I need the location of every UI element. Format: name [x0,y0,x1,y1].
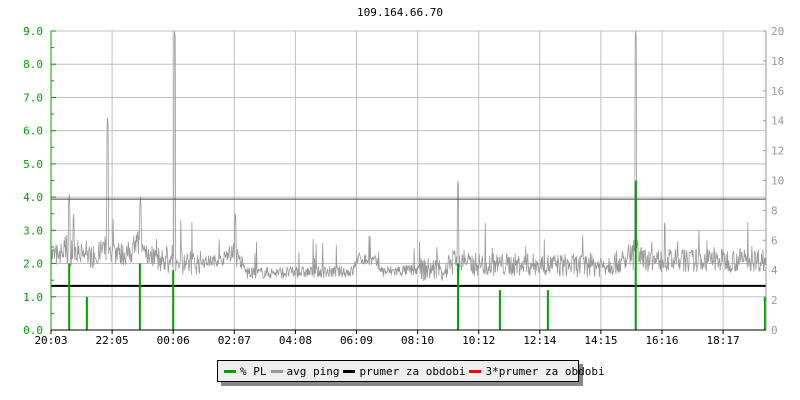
y-left-tick-label: 4.0 [23,191,43,204]
y-right-tick-label: 6 [771,234,778,247]
y-right-tick-label: 20 [771,25,784,38]
y-right-tick-label: 2 [771,294,778,307]
chart-title: 109.164.66.70 [356,6,444,19]
x-tick-label: 04:08 [279,334,312,347]
y-right-tick-label: 0 [771,324,778,337]
y-right-tick-label: 14 [771,115,785,128]
legend-label: % PL [240,364,267,378]
y-left-tick-label: 8.0 [23,58,43,71]
x-tick-label: 22:05 [96,334,129,347]
x-tick-label: 02:07 [218,334,251,347]
x-tick-label: 20:03 [34,334,67,347]
y-right-tick-label: 10 [771,175,784,188]
y-left-tick-label: 0.0 [23,324,43,337]
legend-swatch [343,369,356,373]
x-tick-label: 18:17 [707,334,740,347]
legend-swatch [469,369,482,373]
y-right-tick-label: 4 [771,264,778,277]
x-tick-label: 14:15 [584,334,617,347]
y-left-tick-label: 9.0 [23,25,43,38]
legend-item-avg: prumer za obdobi [341,365,465,378]
x-tick-label: 16:16 [645,334,678,347]
legend-swatch [224,369,236,373]
x-tick-label: 10:12 [462,334,495,347]
x-tick-label: 00:06 [157,334,190,347]
y-left-tick-label: 7.0 [23,91,43,104]
y-left-tick-label: 6.0 [23,125,43,138]
y-left-tick-label: 1.0 [23,291,43,304]
legend-item-ping: avg ping [269,364,340,378]
legend-item-pl: % PL [222,365,267,378]
y-right-tick-label: 8 [771,204,778,217]
x-tick-label: 08:10 [401,334,434,347]
legend-swatch [270,369,283,373]
legend: % PL avg ping prumer za obdobi 3*prumer … [217,360,605,382]
x-tick-label: 06:09 [340,334,373,347]
legend-label: avg ping [286,364,340,378]
y-right-tick-label: 16 [771,85,784,98]
y-left-tick-label: 2.0 [23,258,43,271]
legend-label: prumer za obdobi [359,364,466,378]
y-right-tick-label: 12 [771,145,784,158]
y-left-tick-label: 3.0 [23,224,43,237]
x-tick-label: 12:14 [523,334,556,347]
y-right-tick-label: 18 [771,55,784,68]
legend-item-3avg: 3*prumer za obdobi [467,364,605,378]
legend-label: 3*prumer za obdobi [485,364,605,378]
avg-ping-line [50,30,766,282]
y-left-tick-label: 5.0 [23,158,43,171]
